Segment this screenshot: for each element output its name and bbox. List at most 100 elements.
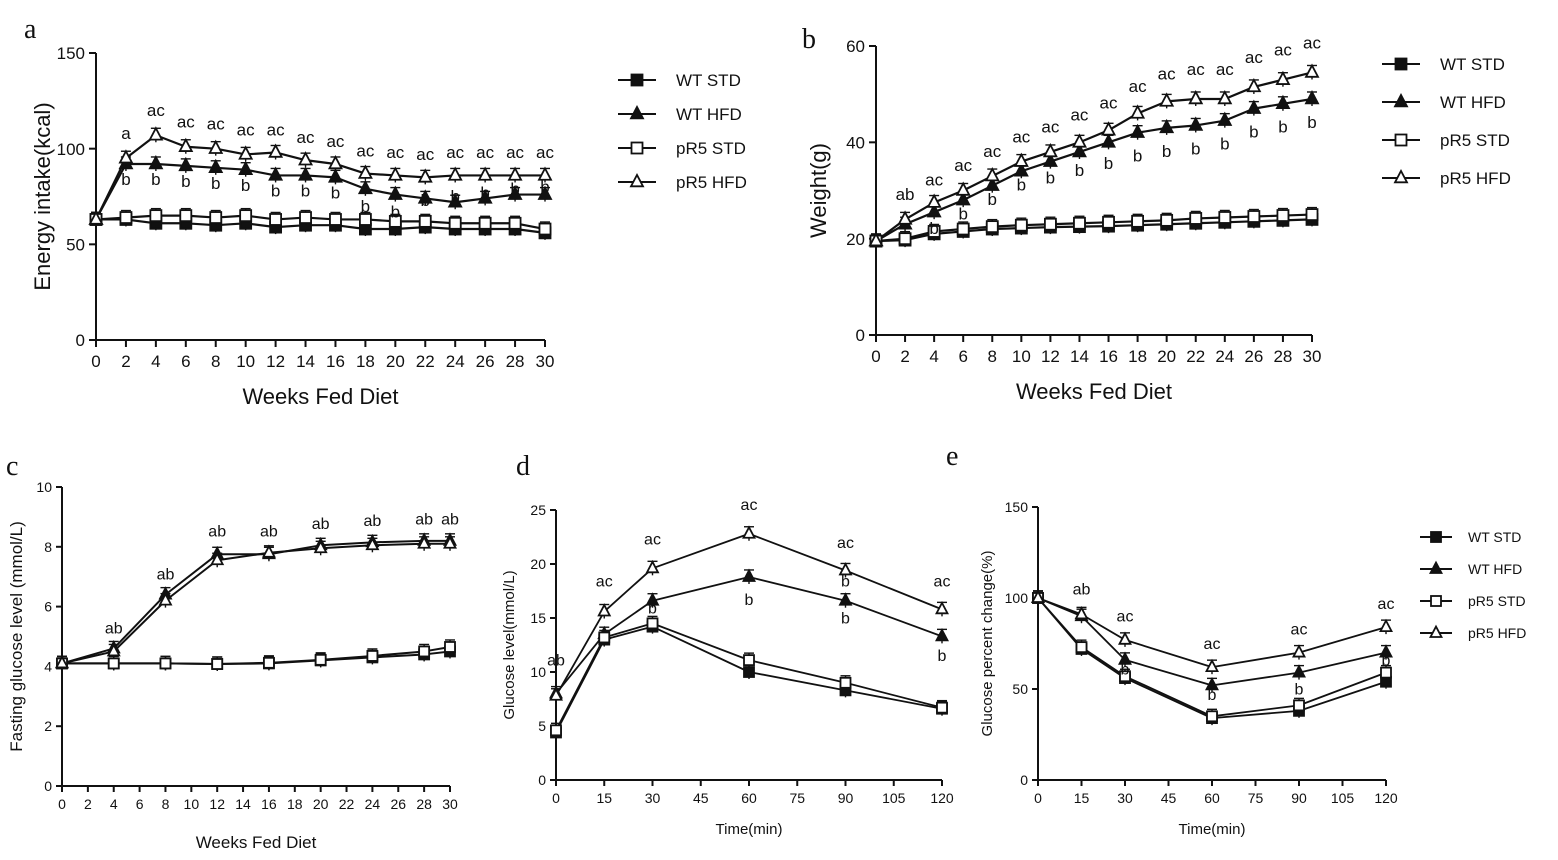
data-point xyxy=(179,209,193,223)
data-point xyxy=(1188,116,1204,131)
annotation-label: ac xyxy=(1187,60,1205,79)
annotation-label: ac xyxy=(1303,33,1321,52)
annotation-label: b xyxy=(421,191,430,210)
panel-label-d: d xyxy=(516,451,530,482)
annotation-label: b xyxy=(151,170,160,189)
x-tick-label: 8 xyxy=(162,796,170,812)
y-tick-label: 20 xyxy=(530,556,546,572)
data-point xyxy=(537,185,553,200)
legend-entry: WT HFD xyxy=(1468,561,1522,577)
data-point xyxy=(1246,99,1262,114)
data-point xyxy=(955,191,971,206)
annotation-label: ac xyxy=(1041,118,1059,137)
data-point xyxy=(1206,710,1218,723)
x-tick-label: 16 xyxy=(261,796,277,812)
data-point xyxy=(743,654,755,667)
data-point xyxy=(538,222,552,236)
annotation-label: ac xyxy=(1245,48,1263,67)
series-line-wt-hfd xyxy=(95,162,545,220)
annotation-label: a xyxy=(121,124,131,143)
series-line-pr5-hfd xyxy=(875,71,1313,242)
annotation-label: b xyxy=(391,203,400,222)
data-point xyxy=(1031,589,1045,603)
annotation-label: ab xyxy=(312,516,330,533)
annotation-label: ab xyxy=(547,653,565,670)
y-tick-label: 50 xyxy=(66,235,85,254)
annotation-label: b xyxy=(1382,652,1391,669)
annotation-label: ac xyxy=(954,156,972,175)
data-point xyxy=(1160,213,1174,227)
annotation-label: ac xyxy=(476,143,494,162)
annotation-label: b xyxy=(1121,661,1130,678)
y-axis-label: Glucose level(mmol/L) xyxy=(501,570,518,719)
annotation-label: b xyxy=(181,172,190,191)
data-point xyxy=(357,164,373,179)
annotation-label: b xyxy=(510,180,519,199)
series-line-pr5-hfd xyxy=(95,134,545,220)
annotation-label: ac xyxy=(446,143,464,162)
data-point xyxy=(868,232,884,247)
series-line-pr5-std xyxy=(555,622,943,731)
data-point xyxy=(1118,631,1132,645)
x-tick-label: 75 xyxy=(789,790,805,806)
annotation-label: ab xyxy=(364,513,382,530)
annotation-label: ac xyxy=(1129,77,1147,96)
annotation-label: ac xyxy=(297,128,315,147)
data-point xyxy=(268,143,284,158)
data-point xyxy=(1101,121,1117,136)
x-tick-label: 30 xyxy=(442,796,458,812)
panel-label-a: a xyxy=(24,14,37,45)
data-point xyxy=(443,535,457,549)
x-tick-label: 120 xyxy=(1374,790,1398,806)
data-point xyxy=(550,724,562,737)
y-axis-label: Fasting glucose level (mmol/L) xyxy=(7,521,26,752)
data-point xyxy=(1131,214,1144,228)
annotation-label: ac xyxy=(207,115,225,134)
x-tick-label: 20 xyxy=(386,352,405,371)
data-point xyxy=(269,213,283,226)
data-point xyxy=(598,631,611,644)
series-points-wt-hfd xyxy=(88,154,553,227)
y-tick-label: 15 xyxy=(530,610,546,626)
data-point xyxy=(838,562,853,576)
x-tick-label: 8 xyxy=(211,352,220,371)
annotation-label: ac xyxy=(326,132,344,151)
data-point xyxy=(1071,142,1087,158)
legend-marker xyxy=(1429,560,1443,574)
data-point xyxy=(507,166,523,181)
annotation-label: ac xyxy=(925,171,943,190)
legend-marker xyxy=(1430,531,1442,543)
annotation-label: ac xyxy=(837,535,854,552)
x-tick-label: 18 xyxy=(287,796,303,812)
data-point xyxy=(1379,644,1393,658)
data-point xyxy=(955,181,971,196)
annotation-label: ac xyxy=(1117,609,1134,626)
x-axis-label: Weeks Fed Diet xyxy=(242,384,398,409)
data-point xyxy=(418,645,431,658)
data-point xyxy=(935,627,949,642)
data-point xyxy=(898,232,912,246)
panel-d: d 0 5 10 15 20 25 0 15 30 45 60 75 90 105 120 Time(min)… xyxy=(501,451,954,838)
x-tick-label: 0 xyxy=(58,796,66,812)
annotation-label: ac xyxy=(386,143,404,162)
legend-marker xyxy=(1393,92,1409,108)
annotation-label: ac xyxy=(416,145,434,164)
annotation-label: b xyxy=(361,197,370,216)
series-line-pr5-hfd xyxy=(555,532,943,697)
data-point xyxy=(984,167,1000,182)
x-tick-label: 20 xyxy=(313,796,329,812)
data-point xyxy=(549,687,563,701)
annotation-label: ac xyxy=(1100,94,1118,113)
panel-label-b: b xyxy=(802,24,816,55)
data-point xyxy=(107,657,120,670)
data-point xyxy=(1205,676,1219,691)
annotation-label: ac xyxy=(1158,65,1176,84)
y-tick-label: 6 xyxy=(44,599,52,615)
x-tick-label: 60 xyxy=(741,790,757,806)
y-tick-label: 150 xyxy=(57,44,85,63)
data-point xyxy=(210,551,225,566)
x-tick-label: 90 xyxy=(838,790,854,806)
annotation-label: b xyxy=(648,601,657,618)
data-point xyxy=(365,536,380,551)
data-point xyxy=(238,145,254,160)
